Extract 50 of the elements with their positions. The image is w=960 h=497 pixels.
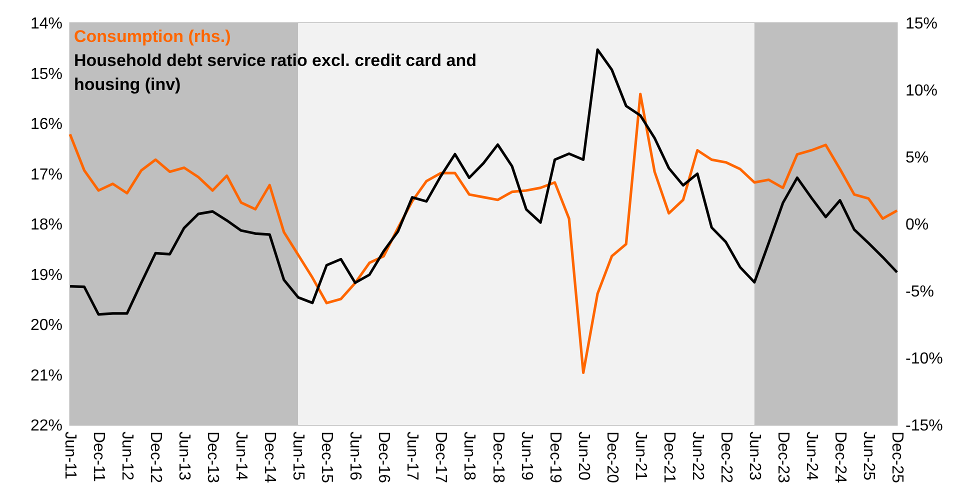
x-tick-label: Jun-17 <box>404 432 421 481</box>
x-tick-label: Dec-23 <box>774 432 792 484</box>
x-tick-label: Dec-21 <box>660 432 678 484</box>
x-tick-label: Jun-16 <box>346 432 364 481</box>
y-tick-label: 19% <box>30 266 62 284</box>
x-tick-label: Jun-24 <box>802 432 820 481</box>
y-tick-label: 21% <box>30 367 62 384</box>
x-tick-label: Jun-25 <box>860 432 877 481</box>
line-series <box>68 48 898 316</box>
y2-tick-label: -15% <box>906 418 943 434</box>
x-tick-label: Jun-15 <box>290 432 307 481</box>
y-tick-label: 18% <box>30 216 62 234</box>
y-tick-label: 16% <box>30 116 62 133</box>
y2-tick-label: 0% <box>906 216 929 234</box>
x-tick-label: Jun-11 <box>62 432 78 480</box>
x-tick-label: Dec-16 <box>375 432 392 484</box>
x-tick-label: Dec-15 <box>318 432 336 484</box>
x-tick-label: Jun-14 <box>232 432 250 481</box>
x-tick-label: Dec-24 <box>831 432 848 484</box>
y2-tick-label: -5% <box>906 284 934 300</box>
x-tick-label: Dec-14 <box>261 432 278 484</box>
x-tick-label: Dec-13 <box>204 432 222 484</box>
y-tick-label: 15% <box>30 66 62 83</box>
y-tick-label: 14% <box>30 16 62 32</box>
line-series <box>68 92 898 374</box>
x-tick-label: Jun-23 <box>746 432 763 481</box>
y2-tick-label: 5% <box>906 150 929 166</box>
x-tick-label: Dec-18 <box>489 432 506 484</box>
x-tick-label: Jun-20 <box>574 432 592 481</box>
text: Consumption (rhs.) <box>74 27 231 46</box>
y-tick-label: 17% <box>30 166 62 184</box>
x-tick-label: Dec-22 <box>717 432 734 484</box>
x-tick-label: Jun-12 <box>118 432 136 481</box>
text: Household debt service ratio excl. credit card and housing (inv) <box>74 51 476 94</box>
y2-tick-label: 15% <box>906 16 938 32</box>
x-tick-label: Jun-13 <box>176 432 193 481</box>
x-tick-label: Dec-12 <box>147 432 164 484</box>
y2-tick-label: -10% <box>906 350 943 368</box>
y-tick-label: 20% <box>30 317 62 334</box>
x-tick-label: Jun-19 <box>518 432 535 481</box>
y-tick-label: 22% <box>30 418 62 434</box>
y2-tick-label: 10% <box>906 82 938 100</box>
x-tick-label: Jun-22 <box>688 432 706 481</box>
x-tick-label: Dec-17 <box>432 432 450 484</box>
x-tick-label: Jun-18 <box>460 432 478 481</box>
x-tick-label: Dec-20 <box>603 432 620 484</box>
x-tick-label: Dec-19 <box>546 432 564 484</box>
x-tick-label: Dec-25 <box>888 432 906 484</box>
x-tick-label: Jun-21 <box>632 432 649 481</box>
x-tick-label: Dec-11 <box>90 432 108 482</box>
